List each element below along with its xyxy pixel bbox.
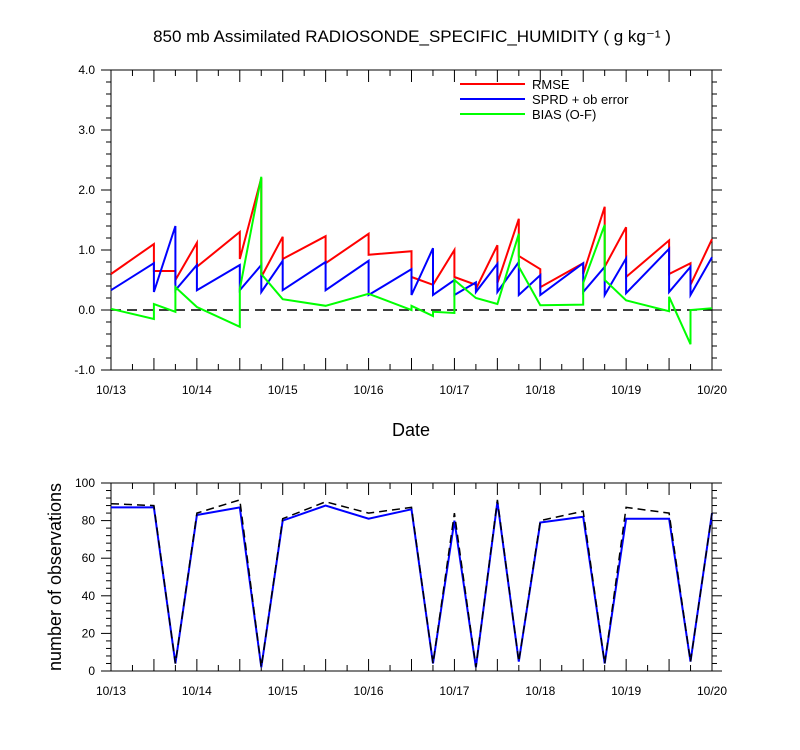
y-tick-label: 0 [88, 664, 95, 678]
x-tick-label: 10/16 [354, 383, 384, 397]
legend-label: RMSE [532, 77, 570, 92]
y-tick-label: 2.0 [78, 183, 95, 197]
x-tick-label: 10/18 [525, 383, 555, 397]
x-tick-label: 10/19 [611, 684, 641, 698]
top-plot-frame [110, 69, 713, 371]
series-line-rmse [110, 177, 713, 290]
y-tick-label: 0.0 [78, 303, 95, 317]
legend-label: SPRD + ob error [532, 92, 629, 107]
y-axis-title: number of observations [45, 483, 65, 671]
y-tick-label: 60 [82, 551, 96, 565]
y-tick-label: 20 [82, 626, 96, 640]
x-tick-label: 10/18 [525, 684, 555, 698]
y-tick-label: -1.0 [74, 363, 95, 377]
series-line-assimilated [111, 501, 713, 668]
bottom-chart: 0 20 40 60 80 100 10/13 10/14 10/15 10/16 10/17 10… [45, 476, 727, 698]
x-tick-label: 10/15 [268, 684, 298, 698]
x-tick-label: 10/14 [182, 684, 212, 698]
top-chart: 850 mb Assimilated RADIOSONDE_SPECIFIC_H… [74, 27, 727, 440]
x-tick-label: 10/17 [439, 684, 469, 698]
y-tick-label: 3.0 [78, 123, 95, 137]
chart-title: 850 mb Assimilated RADIOSONDE_SPECIFIC_H… [153, 27, 671, 46]
x-tick-label: 10/13 [96, 684, 126, 698]
series-line-sprd-ob-error [110, 225, 713, 299]
x-tick-label: 10/16 [354, 684, 384, 698]
legend-label: BIAS (O-F) [532, 107, 596, 122]
series-line-possible [110, 498, 713, 668]
x-tick-label: 10/20 [697, 684, 727, 698]
y-tick-label: 4.0 [78, 63, 95, 77]
x-tick-label: 10/15 [268, 383, 298, 397]
y-tick-label: 80 [82, 514, 96, 528]
y-tick-label: 100 [75, 476, 95, 490]
x-tick-label: 10/20 [697, 383, 727, 397]
y-tick-label: 1.0 [78, 243, 95, 257]
y-tick-label: 40 [82, 589, 96, 603]
x-tick-label: 10/14 [182, 383, 212, 397]
x-tick-label: 10/17 [439, 383, 469, 397]
x-axis-title: Date [392, 420, 430, 440]
x-tick-label: 10/19 [611, 383, 641, 397]
series-line-bias-o-f [110, 176, 713, 345]
x-tick-label: 10/13 [96, 383, 126, 397]
